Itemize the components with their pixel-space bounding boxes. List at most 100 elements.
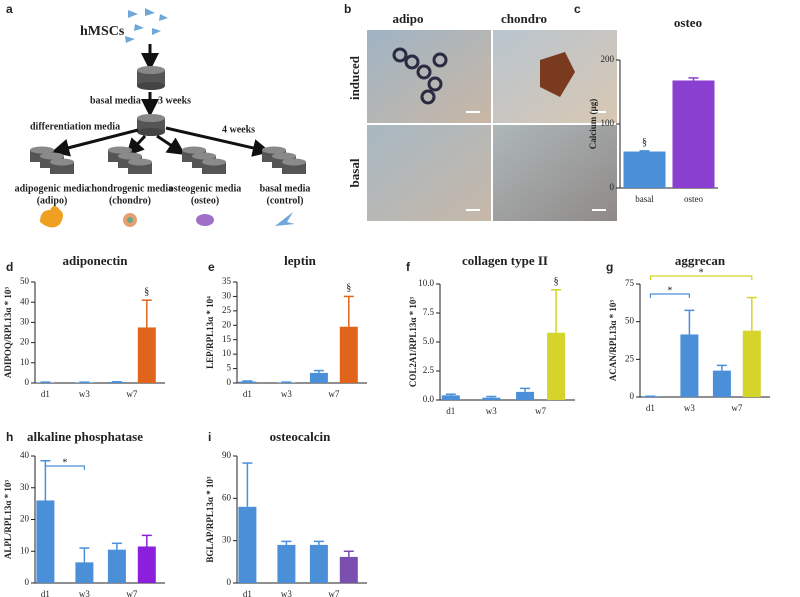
scaffold-top xyxy=(262,146,286,154)
y-tick-label: 10 xyxy=(20,357,30,367)
y-tick-label: 40 xyxy=(20,296,30,306)
y-tick-label: 20 xyxy=(20,337,30,347)
bracket xyxy=(649,293,690,298)
cells-label: hMSCs xyxy=(80,24,125,39)
chart-title: collagen type II xyxy=(462,253,548,268)
scale-bars xyxy=(466,111,606,211)
x-tick-label: d1 xyxy=(243,589,252,597)
differentiation-label: differentiation media xyxy=(30,121,120,132)
x-group-label: w7 xyxy=(126,589,137,597)
column-label: chondro xyxy=(501,11,547,26)
y-tick-label: 15 xyxy=(222,334,232,344)
chart: f collagen type II 0.0 2.5 5.0 7.5 10.0COL2A1/… xyxy=(406,253,575,416)
panel-letter: g xyxy=(606,260,613,274)
bar xyxy=(712,370,731,397)
scaffold-top xyxy=(30,146,54,154)
x-tick-label: w3 xyxy=(281,589,292,597)
y-tick-label: 60 xyxy=(222,492,232,502)
x-tick-label: d1 xyxy=(646,403,655,413)
chart-title: osteocalcin xyxy=(270,429,331,444)
y-tick-label: 0 xyxy=(227,377,232,387)
chart: d adiponectin 0 10 20 30 40 50 ADIPOQ/RPL13α * 1… xyxy=(3,253,165,399)
bar xyxy=(516,391,535,400)
group-short: (adipo) xyxy=(37,195,68,206)
y-tick-label: 30 xyxy=(20,482,30,492)
y-tick-label: 0 xyxy=(630,391,635,401)
group-name: adipogenic media xyxy=(15,183,90,194)
significance: § xyxy=(642,137,647,148)
panel-letter: h xyxy=(6,430,13,444)
bracket-label: * xyxy=(699,267,704,278)
bar xyxy=(742,330,761,397)
x-tick-label: w3 xyxy=(486,406,497,416)
chart-title: leptin xyxy=(284,253,317,268)
y-axis-label: LEP/RPL13α * 10⁴ xyxy=(205,296,215,369)
bar xyxy=(75,562,94,583)
scaffold-top xyxy=(128,158,152,166)
bar xyxy=(309,372,328,383)
y-tick-label: 0 xyxy=(227,577,232,587)
row-label: induced xyxy=(347,55,362,100)
y-tick-label: 10 xyxy=(222,348,232,358)
bar xyxy=(238,381,257,383)
bar xyxy=(36,500,55,583)
y-axis-label: ALPL/RPL13α * 10³ xyxy=(3,480,13,560)
y-tick-label: 200 xyxy=(601,54,615,64)
panel-b: b adipo chondro induced basal xyxy=(344,2,617,221)
x-tick-label: w3 xyxy=(79,589,90,597)
group-labels: adipogenic media (adipo) chondrogenic me… xyxy=(15,183,311,206)
y-tick-label: 20 xyxy=(222,319,232,329)
y-tick-label: 50 xyxy=(625,316,635,326)
bracket xyxy=(649,275,753,280)
y-tick-label: 0.0 xyxy=(423,394,435,404)
bracket-label: * xyxy=(62,457,67,468)
group-short: (chondro) xyxy=(109,195,151,206)
scaffold-groups xyxy=(30,146,306,174)
bar xyxy=(137,546,156,583)
panel-letter: a xyxy=(6,2,13,16)
x-group-label: w7 xyxy=(126,389,137,399)
chart-title: osteo xyxy=(674,15,702,30)
scaffold-top xyxy=(50,158,74,166)
group-short: (osteo) xyxy=(191,195,219,206)
y-tick-label: 0 xyxy=(610,182,615,192)
bracket xyxy=(44,465,85,470)
significance: § xyxy=(554,276,559,287)
x-tick-label: d1 xyxy=(41,589,50,597)
cell-clusters xyxy=(392,47,448,105)
y-tick-label: 5 xyxy=(227,363,232,373)
y-tick-label: 20 xyxy=(20,514,30,524)
chart: i osteocalcin 0 30 60 90 BGLAP/RPL13α * 10³ d1 w… xyxy=(205,429,367,597)
panel-letter: f xyxy=(406,260,411,274)
cell-icons xyxy=(125,8,168,43)
scaffold-top xyxy=(272,152,296,160)
bar xyxy=(277,544,296,583)
x-tick-label: basal xyxy=(635,194,654,204)
weeks-label: 3 weeks xyxy=(158,95,191,106)
scaffold-top xyxy=(118,152,142,160)
x-tick-label: w3 xyxy=(684,403,695,413)
bar xyxy=(309,544,328,583)
panel-letter: i xyxy=(208,430,211,444)
bar xyxy=(680,334,699,397)
y-axis-label: ACAN/RPL13α * 10³ xyxy=(608,300,618,382)
x-group-label: w7 xyxy=(328,389,339,399)
y-tick-label: 2.5 xyxy=(423,365,435,375)
chart: e leptin 0 5 10 15 20 25 30 35 LEP/RPL13α * 10⁴ d1 w… xyxy=(205,253,367,399)
chart: h alkaline phosphatase 0 10 20 30 40 ALPL/RPL13… xyxy=(3,429,165,597)
x-tick-label: osteo xyxy=(684,194,703,204)
y-axis-label: ADIPOQ/RPL13α * 10³ xyxy=(3,287,13,379)
y-tick-label: 0 xyxy=(25,377,30,387)
bar xyxy=(482,397,501,400)
x-tick-label: d1 xyxy=(243,389,252,399)
group-short: (control) xyxy=(266,195,303,206)
icons xyxy=(40,206,295,228)
y-tick-label: 10 xyxy=(20,545,30,555)
row-label: basal xyxy=(347,158,362,187)
y-tick-label: 100 xyxy=(601,118,615,128)
scaffold xyxy=(137,66,165,90)
y-tick-label: 50 xyxy=(20,276,30,286)
x-tick-label: d1 xyxy=(446,406,455,416)
